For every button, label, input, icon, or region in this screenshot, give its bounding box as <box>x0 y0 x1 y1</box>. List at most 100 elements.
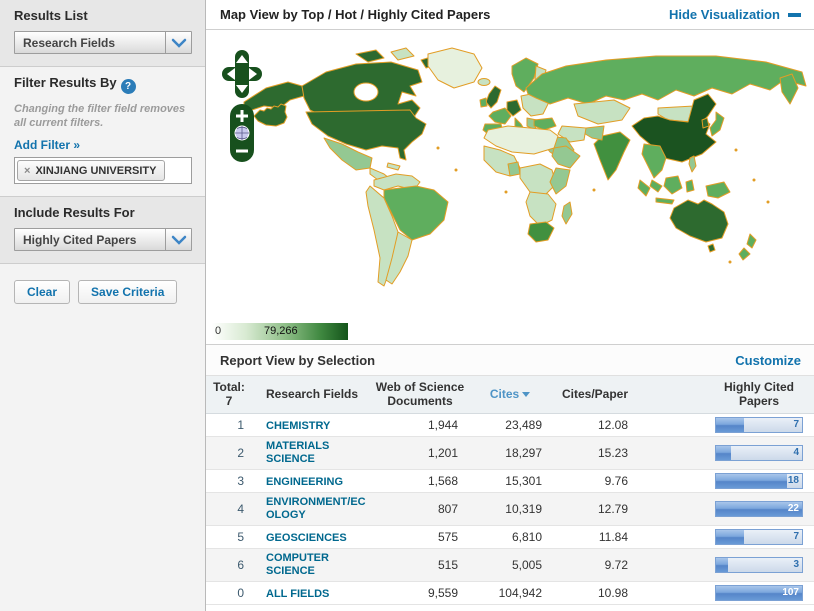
globe-icon <box>234 125 250 141</box>
bar-value: 7 <box>793 531 799 542</box>
docs-cell: 807 <box>437 502 458 516</box>
rank-cell: 2 <box>237 446 244 460</box>
highly-cited-bar-cell: 107 <box>638 585 814 601</box>
small-island <box>734 148 738 152</box>
map-pan-control[interactable] <box>222 50 262 98</box>
bar-fill <box>716 418 744 432</box>
country-new-zealand-north <box>746 233 757 249</box>
table-row: 1 CHEMISTRY 1,944 23,489 12.08 7 <box>206 414 814 437</box>
hide-visualization-link[interactable]: Hide Visualization <box>669 7 801 22</box>
research-field-link[interactable]: MATERIALS SCIENCE <box>266 440 330 465</box>
cites-cell: 6,810 <box>511 530 542 544</box>
bar-fill <box>716 474 787 488</box>
country-turkey <box>533 117 557 131</box>
table-header-row: Total: 7 Research Fields Web of Science … <box>206 376 814 414</box>
zoom-in-icon <box>236 110 248 122</box>
map-panel-title: Map View by Top / Hot / Highly Cited Pap… <box>220 7 491 22</box>
bar-value: 22 <box>787 503 799 514</box>
table-row: 2 MATERIALS SCIENCE 1,201 18,297 15.23 4 <box>206 437 814 470</box>
highly-cited-bar-cell: 18 <box>638 473 814 489</box>
results-list-dropdown[interactable]: Research Fields <box>14 31 192 54</box>
map-zoom-control[interactable] <box>230 104 254 167</box>
docs-cell: 575 <box>437 530 458 544</box>
filter-section: Filter Results By? Changing the filter f… <box>0 67 205 197</box>
legend-max-value: 79,266 <box>264 325 298 337</box>
island-cuba <box>386 162 401 171</box>
research-field-link[interactable]: GEOSCIENCES <box>266 531 347 544</box>
filter-note: Changing the filter field removes all cu… <box>14 103 186 129</box>
include-results-dropdown[interactable]: Highly Cited Papers <box>14 228 192 251</box>
world-map-visualization[interactable]: 0 79,266 <box>206 30 814 345</box>
country-south-korea <box>701 117 710 129</box>
hudson-bay <box>353 82 379 102</box>
rank-cell: 3 <box>237 474 244 488</box>
cites-cell: 104,942 <box>498 586 542 600</box>
docs-cell: 1,568 <box>427 474 458 488</box>
clear-button[interactable]: Clear <box>14 280 71 304</box>
add-filter-link[interactable]: Add Filter » <box>14 138 81 152</box>
rank-cell: 6 <box>237 558 244 572</box>
research-field-link[interactable]: COMPUTER SCIENCE <box>266 552 329 577</box>
cites-cell: 15,301 <box>505 474 542 488</box>
arctic-island <box>390 47 415 61</box>
help-icon[interactable]: ? <box>120 79 136 94</box>
research-field-link[interactable]: ENVIRONMENT/ECOLOGY <box>266 496 366 521</box>
filter-input[interactable]: × XINJIANG UNIVERSITY <box>14 157 192 184</box>
research-field-link[interactable]: ENGINEERING <box>266 475 344 488</box>
island-sulawesi <box>685 179 695 193</box>
filter-heading-text: Filter Results By <box>14 75 117 90</box>
remove-filter-icon[interactable]: × <box>24 164 31 177</box>
highly-cited-bar-cell: 7 <box>638 417 814 433</box>
region-southern-africa <box>525 191 557 227</box>
results-list-heading: Results List <box>14 8 88 23</box>
highly-cited-bar-cell: 3 <box>638 557 814 573</box>
research-field-link[interactable]: ALL FIELDS <box>266 587 330 600</box>
small-island <box>728 260 732 264</box>
table-row: 3 ENGINEERING 1,568 15,301 9.76 18 <box>206 470 814 493</box>
country-germany <box>506 99 522 117</box>
island-madagascar <box>561 201 573 225</box>
highly-cited-bar: 4 <box>715 445 803 461</box>
region-andes <box>365 185 399 287</box>
include-results-section: Include Results For Highly Cited Papers <box>0 197 205 264</box>
bar-fill <box>716 586 802 600</box>
col-research-fields: Research Fields <box>266 387 359 401</box>
island-borneo <box>663 175 683 195</box>
cites-per-paper-cell: 10.98 <box>597 586 628 600</box>
save-criteria-button[interactable]: Save Criteria <box>78 280 178 304</box>
cites-per-paper-cell: 9.72 <box>604 558 628 572</box>
country-philippines <box>688 155 697 173</box>
region-east-africa <box>549 167 571 195</box>
include-results-heading: Include Results For <box>14 205 135 220</box>
total-header: Total: 7 <box>206 380 252 408</box>
country-australia <box>669 199 729 243</box>
docs-cell: 1,201 <box>427 446 458 460</box>
chevron-down-icon <box>165 229 191 250</box>
region-kamchatka <box>779 73 799 105</box>
region-indochina <box>641 143 667 179</box>
bar-fill <box>716 446 732 460</box>
island-tasmania <box>707 243 716 253</box>
research-field-link[interactable]: CHEMISTRY <box>266 419 331 432</box>
zoom-out-icon <box>236 149 248 153</box>
country-nigeria <box>507 161 521 177</box>
customize-link[interactable]: Customize <box>735 352 801 368</box>
small-island <box>592 188 596 192</box>
rank-cell: 5 <box>237 530 244 544</box>
hide-visualization-label: Hide Visualization <box>668 7 780 22</box>
small-island <box>454 168 458 172</box>
col-highly-cited-label: Highly Cited Papers <box>723 380 794 408</box>
bar-value: 18 <box>787 475 799 486</box>
table-row: 4 ENVIRONMENT/ECOLOGY 807 10,319 12.79 2… <box>206 493 814 526</box>
country-argentina <box>385 231 413 285</box>
bar-value: 4 <box>793 447 799 458</box>
col-cites-label: Cites <box>489 387 520 401</box>
cites-per-paper-cell: 12.79 <box>597 502 628 516</box>
highly-cited-bar-cell: 7 <box>638 529 814 545</box>
country-south-africa <box>527 221 555 243</box>
island-java <box>655 197 675 205</box>
table-row: 0 ALL FIELDS 9,559 104,942 10.98 107 <box>206 582 814 605</box>
country-russia <box>525 55 807 105</box>
col-cites-sortable[interactable]: Cites <box>468 387 552 401</box>
